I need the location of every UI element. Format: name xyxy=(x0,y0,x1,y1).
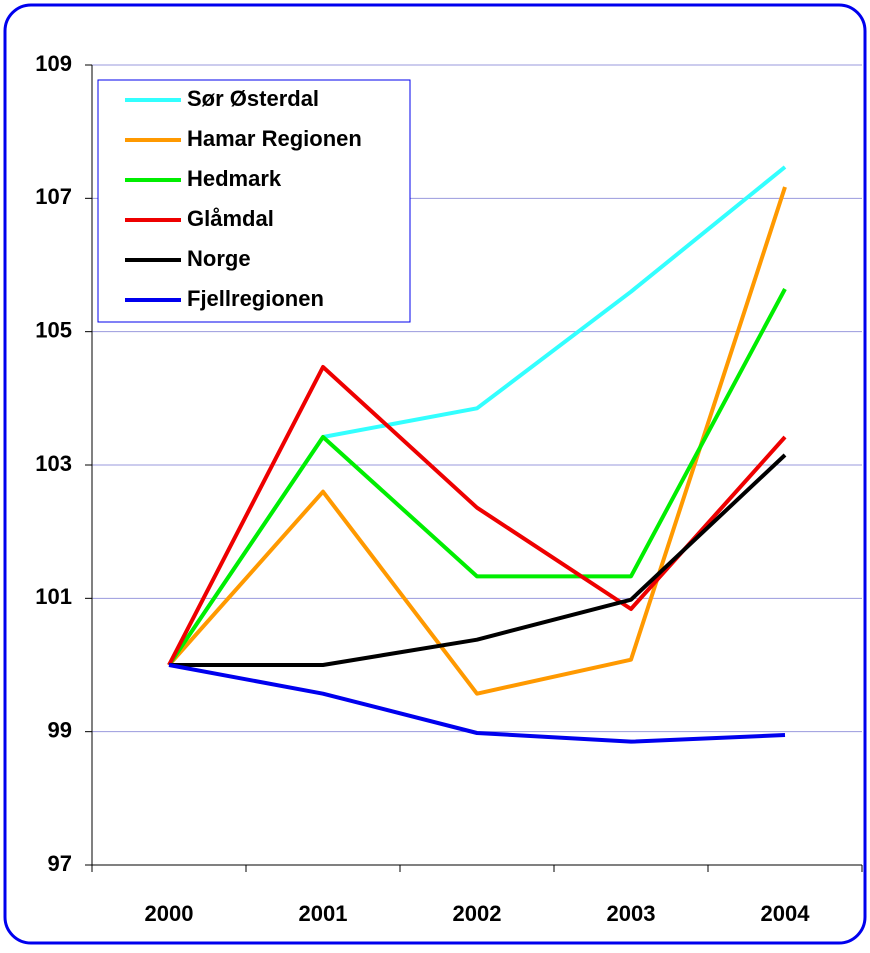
legend-label: Glåmdal xyxy=(187,206,274,231)
x-tick-label: 2003 xyxy=(607,901,656,926)
y-tick-label: 97 xyxy=(48,851,72,876)
legend-label: Norge xyxy=(187,246,251,271)
series-line xyxy=(167,186,787,696)
x-tick-label: 2000 xyxy=(145,901,194,926)
legend-label: Fjellregionen xyxy=(187,286,324,311)
y-tick-label: 103 xyxy=(35,451,72,476)
legend-label: Hamar Regionen xyxy=(187,126,362,151)
x-tick-label: 2004 xyxy=(761,901,811,926)
y-tick-label: 105 xyxy=(35,317,72,342)
y-tick-label: 107 xyxy=(35,184,72,209)
series-line xyxy=(168,663,786,744)
series-line xyxy=(167,288,787,667)
x-tick-label: 2002 xyxy=(453,901,502,926)
legend-box xyxy=(97,79,411,323)
y-tick-label: 101 xyxy=(35,584,72,609)
legend-label: Sør Østerdal xyxy=(187,86,319,111)
series-line xyxy=(169,453,787,667)
y-tick-label: 99 xyxy=(48,717,72,742)
x-tick-label: 2001 xyxy=(299,901,348,926)
legend-label: Hedmark xyxy=(187,166,282,191)
y-tick-label: 109 xyxy=(35,51,72,76)
